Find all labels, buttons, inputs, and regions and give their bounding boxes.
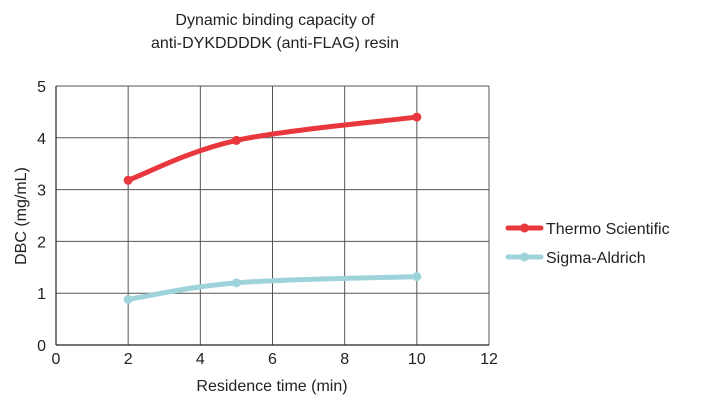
x-tick-label-6: 12 [480, 351, 498, 368]
x-tick-label-4: 8 [340, 351, 349, 368]
x-axis-label: Residence time (min) [196, 378, 347, 395]
x-tick-label-5: 10 [408, 351, 426, 368]
series-lines [123, 112, 422, 304]
series-line-thermo-scientific [125, 114, 420, 183]
data-point-thermo-scientific-0 [123, 175, 133, 185]
y-tick-label-0: 0 [37, 338, 46, 355]
y-tick-label-4: 4 [37, 131, 46, 148]
x-tick-label-0: 0 [52, 351, 61, 368]
chart-title: Dynamic binding capacity of anti-DYKDDDD… [151, 12, 399, 52]
y-tick-label-5: 5 [37, 79, 46, 96]
y-tick-label-3: 3 [37, 183, 46, 200]
data-point-sigma-aldrich-2 [412, 272, 422, 282]
data-point-sigma-aldrich-0 [123, 294, 133, 304]
legend-swatch-marker-thermo-scientific [520, 223, 529, 233]
legend: Thermo Scientific Sigma-Aldrich [505, 221, 670, 267]
x-tick-label-3: 6 [268, 351, 277, 368]
axes [55, 86, 489, 346]
data-point-sigma-aldrich-1 [231, 278, 241, 288]
x-tick-label-2: 4 [196, 351, 205, 368]
grid-lines [56, 85, 490, 345]
y-axis-label: DBC (mg/mL) [13, 167, 30, 265]
legend-label-sigma-aldrich: Sigma-Aldrich [546, 250, 646, 267]
series-line-sigma-aldrich [125, 274, 420, 302]
legend-label-thermo-scientific: Thermo Scientific [546, 221, 670, 238]
data-point-thermo-scientific-2 [412, 112, 422, 122]
chart-title-line-2: anti-DYKDDDDK (anti-FLAG) resin [151, 35, 399, 52]
x-tick-label-1: 2 [124, 351, 133, 368]
data-point-thermo-scientific-1 [231, 135, 241, 145]
legend-swatch-marker-sigma-aldrich [520, 252, 529, 262]
y-tick-label-1: 1 [37, 286, 46, 303]
chart-title-line-1: Dynamic binding capacity of [175, 12, 375, 29]
y-tick-label-2: 2 [37, 234, 46, 251]
